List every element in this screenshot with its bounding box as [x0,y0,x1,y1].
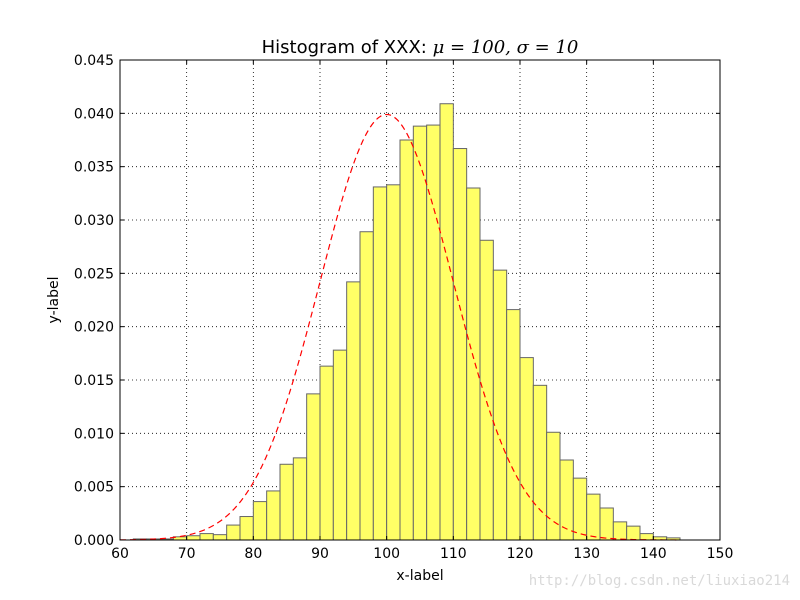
normal-pdf-curve [119,113,680,541]
x-axis-label: x-label [396,568,443,584]
histogram-bar [319,365,334,541]
y-tick-label: 0.025 [74,266,114,282]
x-tick-label: 150 [707,546,734,562]
chart-title: Histogram of XXX: μ = 100, σ = 10 [262,37,579,58]
histogram-bar [599,507,614,541]
y-axis-label: y-label [46,277,62,324]
histogram-bar [426,124,441,541]
histogram-bar [372,186,388,541]
histogram-bar [252,501,268,541]
y-tick-label: 0.030 [74,213,114,229]
x-tick-label: 120 [507,546,534,562]
histogram-bar [586,493,601,541]
histogram-bar [306,393,321,541]
histogram-bar [452,148,468,541]
histogram-bar [506,309,521,541]
histogram-bar [346,281,361,541]
plot-frame [119,59,721,541]
x-tick-label: 110 [440,546,467,562]
histogram-bar [572,477,588,541]
histogram-bar [239,516,254,541]
y-tick-label: 0.045 [74,53,114,69]
x-tick-label: 100 [373,546,400,562]
histogram-bar [399,139,414,541]
histogram-bar [292,457,308,541]
histogram-bar [492,269,508,541]
axis-ticks [119,59,721,541]
histogram-bar [612,521,628,541]
histogram-bar [639,533,654,541]
histogram-bar [199,533,214,541]
y-tick-label: 0.010 [74,426,114,442]
watermark: http://blog.csdn.net/liuxiao214 [529,573,790,589]
histogram-bar [466,187,481,541]
x-tick-label: 70 [178,546,196,562]
histogram-bars [132,103,681,541]
histogram-bar [412,125,428,541]
x-tick-label: 80 [244,546,262,562]
histogram-bar [479,239,494,541]
y-tick-label: 0.005 [74,480,114,496]
y-tick-label: 0.020 [74,320,114,336]
histogram-bar [439,103,454,541]
y-tick-label: 0.040 [74,106,114,122]
histogram-bar [332,349,348,541]
histogram-bar [532,384,548,541]
histogram-bar [386,184,401,541]
histogram-bar [226,524,241,541]
tick-labels: 60 70 80 90 100 110 120 130 140 150 0.000 0.005 0.01… [74,53,733,562]
y-tick-label: 0.015 [74,373,114,389]
histogram-bar [186,535,201,541]
y-tick-label: 0.035 [74,160,114,176]
histogram-bar [626,525,641,541]
histogram-bar [266,490,281,541]
histogram-bar [559,459,574,541]
histogram-bar [279,463,294,541]
histogram-bar [519,357,534,541]
histogram-bar [212,534,228,541]
x-tick-label: 130 [573,546,600,562]
y-tick-label: 0.000 [74,533,114,549]
histogram-bar [359,231,374,541]
x-tick-label: 140 [640,546,667,562]
x-tick-label: 60 [111,546,129,562]
x-tick-label: 90 [311,546,329,562]
